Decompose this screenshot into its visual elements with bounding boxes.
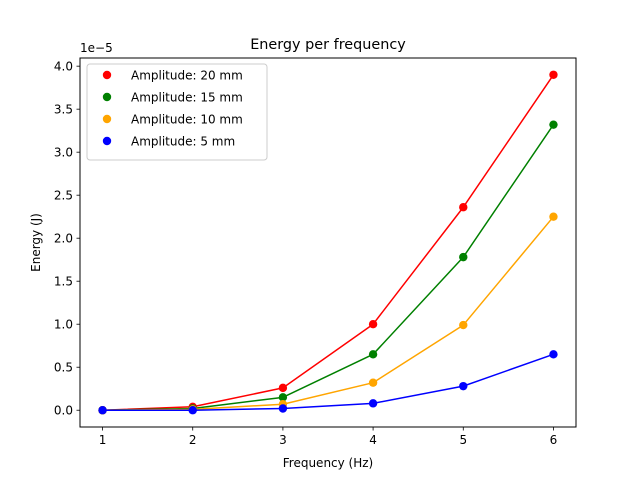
y-axis-offset-label: 1e−5 xyxy=(80,41,113,55)
data-point-amplitude-5-mm xyxy=(459,381,468,391)
y-tick-label: 2.5 xyxy=(54,188,73,202)
y-tick-label: 3.0 xyxy=(54,145,73,159)
data-point-amplitude-5-mm xyxy=(368,399,378,408)
y-tick-label: 0.5 xyxy=(54,361,73,375)
data-point-amplitude-10-mm xyxy=(368,378,378,387)
legend-label: Amplitude: 10 mm xyxy=(131,113,243,127)
legend-label: Amplitude: 15 mm xyxy=(131,91,243,105)
legend-marker xyxy=(102,136,112,146)
legend-marker xyxy=(102,70,112,80)
x-axis-label: Frequency (Hz) xyxy=(283,456,374,470)
data-point-amplitude-15-mm xyxy=(549,120,558,129)
legend-label: Amplitude: 5 mm xyxy=(131,135,235,149)
axes-frame xyxy=(79,57,577,428)
y-tick-label: 1.5 xyxy=(54,275,73,289)
x-tick-label: 4 xyxy=(369,433,377,447)
data-point-amplitude-20-mm xyxy=(549,70,558,79)
legend-box xyxy=(86,63,268,161)
chart-title: Energy per frequency xyxy=(250,37,406,53)
legend-marker xyxy=(102,114,112,124)
y-axis-label: Energy (J) xyxy=(29,213,43,272)
plot-area xyxy=(98,70,558,415)
data-point-amplitude-20-mm xyxy=(459,203,468,212)
data-point-amplitude-5-mm xyxy=(278,404,288,413)
x-tick-label: 5 xyxy=(459,433,467,447)
y-tick-label: 4.0 xyxy=(54,59,73,73)
data-point-amplitude-15-mm xyxy=(368,350,378,359)
y-tick-label: 0.0 xyxy=(54,404,73,418)
series-line-amplitude-5-mm xyxy=(102,353,554,411)
data-point-amplitude-10-mm xyxy=(549,212,558,221)
y-tick-label: 2.0 xyxy=(54,231,73,245)
legend: Amplitude: 20 mm Amplitude: 15 mm Amplitud… xyxy=(86,63,268,161)
legend-marker xyxy=(102,92,112,102)
series-line-amplitude-20-mm xyxy=(102,74,555,411)
y-tick-label: 1.0 xyxy=(54,318,73,332)
legend-label: Amplitude: 20 mm xyxy=(131,69,243,83)
x-tick-label: 6 xyxy=(550,433,558,447)
data-point-amplitude-20-mm xyxy=(278,383,288,393)
y-tick-label: 3.5 xyxy=(54,102,73,116)
data-point-amplitude-5-mm xyxy=(549,350,558,359)
data-point-amplitude-10-mm xyxy=(459,320,468,330)
data-point-amplitude-15-mm xyxy=(459,252,468,262)
x-tick-label: 2 xyxy=(189,433,197,447)
x-axis: 1 2 3 4 5 6 xyxy=(99,427,558,447)
data-point-amplitude-5-mm xyxy=(98,406,107,415)
data-point-amplitude-20-mm xyxy=(368,320,378,329)
x-tick-label: 3 xyxy=(279,433,287,447)
x-tick-label: 1 xyxy=(99,433,107,447)
data-point-amplitude-5-mm xyxy=(188,406,197,415)
data-point-amplitude-15-mm xyxy=(278,393,288,402)
y-axis: 0.0 0.5 1.0 1.5 2.0 2.5 3.0 3.5 4.0 xyxy=(54,59,80,418)
